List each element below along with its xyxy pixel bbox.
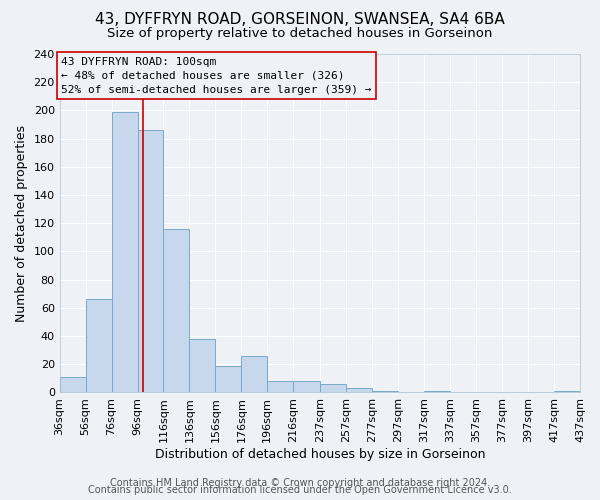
- Bar: [293, 381, 320, 392]
- Bar: [424, 391, 450, 392]
- Bar: [267, 381, 293, 392]
- Text: Contains public sector information licensed under the Open Government Licence v3: Contains public sector information licen…: [88, 485, 512, 495]
- Text: Size of property relative to detached houses in Gorseinon: Size of property relative to detached ho…: [107, 28, 493, 40]
- Bar: [320, 384, 346, 392]
- X-axis label: Distribution of detached houses by size in Gorseinon: Distribution of detached houses by size …: [155, 448, 485, 461]
- Y-axis label: Number of detached properties: Number of detached properties: [15, 124, 28, 322]
- Bar: [373, 391, 398, 392]
- Text: 43 DYFFRYN ROAD: 100sqm
← 48% of detached houses are smaller (326)
52% of semi-d: 43 DYFFRYN ROAD: 100sqm ← 48% of detache…: [61, 57, 371, 95]
- Bar: [190, 339, 215, 392]
- Bar: [554, 391, 580, 392]
- Bar: [137, 130, 163, 392]
- Bar: [346, 388, 373, 392]
- Bar: [86, 300, 112, 392]
- Bar: [112, 112, 137, 392]
- Bar: [59, 377, 86, 392]
- Bar: [215, 366, 241, 392]
- Bar: [163, 229, 190, 392]
- Text: 43, DYFFRYN ROAD, GORSEINON, SWANSEA, SA4 6BA: 43, DYFFRYN ROAD, GORSEINON, SWANSEA, SA…: [95, 12, 505, 28]
- Bar: [241, 356, 267, 393]
- Text: Contains HM Land Registry data © Crown copyright and database right 2024.: Contains HM Land Registry data © Crown c…: [110, 478, 490, 488]
